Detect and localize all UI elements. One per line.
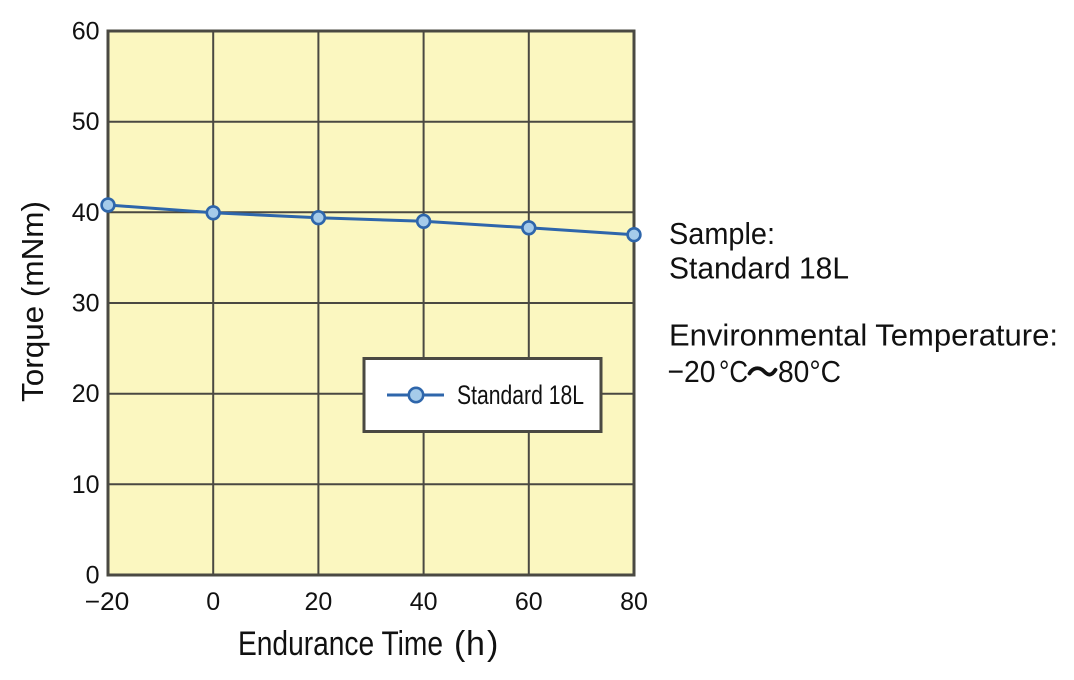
- svg-text:Torque (mNm): Torque (mNm): [15, 201, 50, 402]
- svg-text:20: 20: [72, 380, 100, 408]
- svg-text:60: 60: [72, 18, 100, 46]
- svg-text:Standard 18L: Standard 18L: [669, 251, 849, 286]
- svg-text:60: 60: [515, 588, 543, 616]
- svg-text:°C: °C: [719, 354, 748, 389]
- svg-text:(: (: [454, 625, 466, 663]
- svg-text:20: 20: [304, 588, 332, 616]
- svg-text:Environmental Temperature:: Environmental Temperature:: [669, 318, 1058, 353]
- svg-text:80°C: 80°C: [778, 354, 841, 389]
- svg-text:): ): [487, 625, 498, 663]
- svg-text:Standard 18L: Standard 18L: [457, 380, 584, 410]
- svg-text:−20: −20: [85, 588, 130, 616]
- svg-text:40: 40: [410, 588, 438, 616]
- svg-text:0: 0: [86, 562, 100, 590]
- svg-text:−20: −20: [668, 354, 716, 389]
- svg-text:h: h: [466, 625, 485, 663]
- svg-text:0: 0: [206, 588, 220, 616]
- svg-text:30: 30: [72, 290, 100, 318]
- svg-text:10: 10: [72, 471, 100, 499]
- svg-text:Endurance Time: Endurance Time: [238, 625, 443, 663]
- svg-text:80: 80: [620, 588, 648, 616]
- svg-text:Sample:: Sample:: [669, 216, 775, 251]
- svg-text:50: 50: [72, 108, 100, 136]
- svg-text:40: 40: [72, 199, 100, 227]
